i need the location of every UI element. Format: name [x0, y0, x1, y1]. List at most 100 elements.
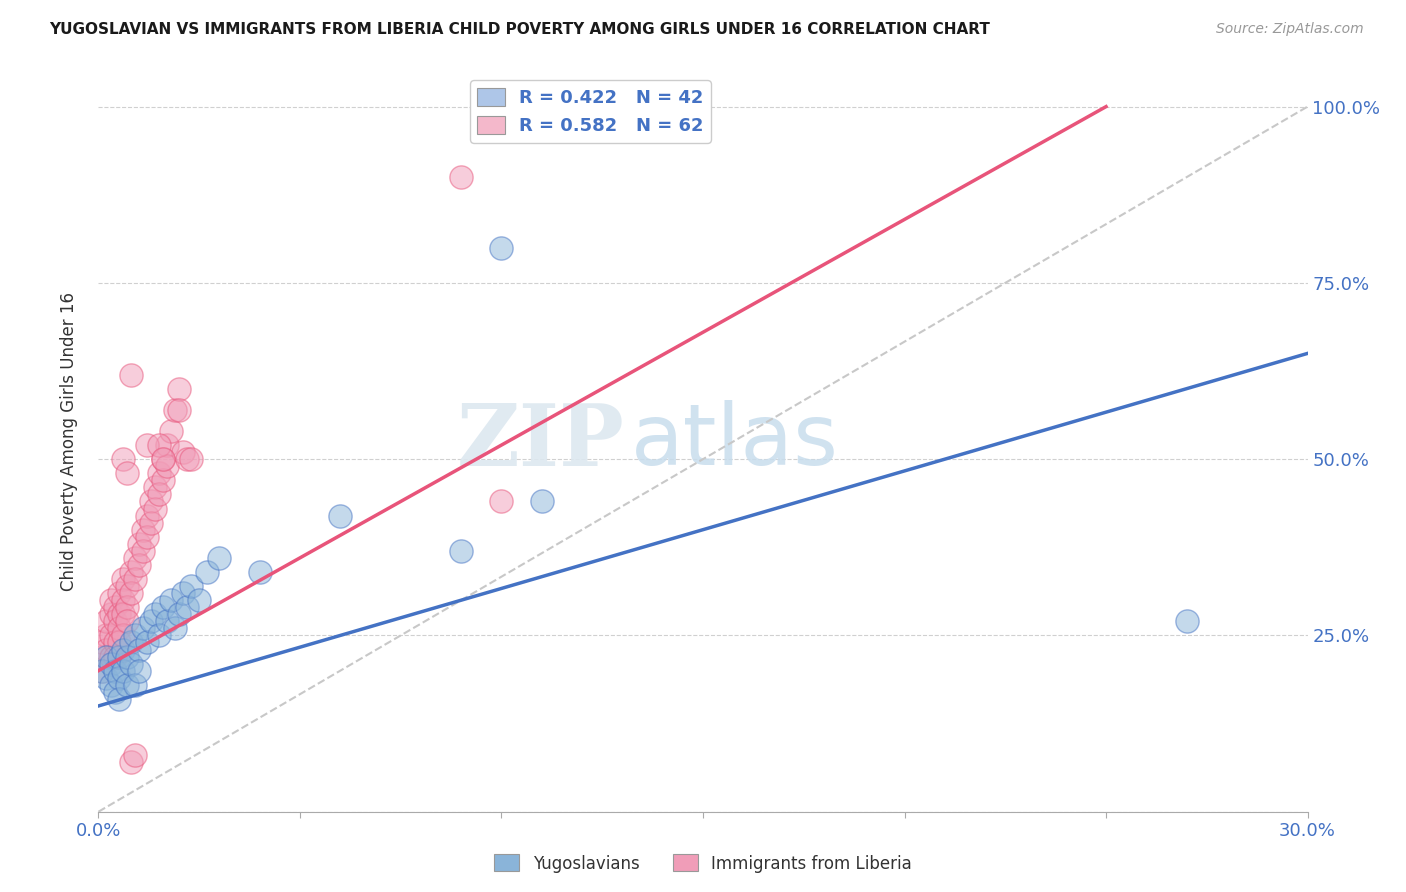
Point [148, 467, 170, 481]
Point [96, 671, 118, 685]
Point [128, 537, 150, 551]
Point [103, 685, 125, 699]
Point [139, 615, 162, 629]
Point [148, 487, 170, 501]
Point [103, 664, 125, 678]
Point [107, 621, 129, 635]
Point [491, 241, 513, 255]
Point [111, 642, 134, 657]
Point [124, 572, 146, 586]
Point [172, 586, 194, 600]
Point [100, 649, 122, 664]
Point [135, 508, 157, 523]
Point [180, 452, 202, 467]
Text: YUGOSLAVIAN VS IMMIGRANTS FROM LIBERIA CHILD POVERTY AMONG GIRLS UNDER 16 CORREL: YUGOSLAVIAN VS IMMIGRANTS FROM LIBERIA C… [49, 22, 990, 37]
Point [530, 494, 553, 508]
Point [163, 621, 186, 635]
Text: atlas: atlas [630, 400, 838, 483]
Point [195, 565, 218, 579]
Point [115, 649, 138, 664]
Point [115, 579, 138, 593]
Point [135, 635, 157, 649]
Point [152, 452, 174, 467]
Point [148, 628, 170, 642]
Point [111, 628, 134, 642]
Point [100, 593, 122, 607]
Point [100, 678, 122, 692]
Point [172, 445, 194, 459]
Point [96, 615, 118, 629]
Point [107, 635, 129, 649]
Point [491, 494, 513, 508]
Point [120, 565, 142, 579]
Point [450, 544, 472, 558]
Text: ZIP: ZIP [457, 400, 624, 483]
Point [103, 615, 125, 629]
Point [111, 607, 134, 622]
Point [107, 607, 129, 622]
Point [152, 452, 174, 467]
Point [167, 382, 190, 396]
Point [128, 664, 150, 678]
Point [139, 494, 162, 508]
Point [167, 607, 190, 622]
Point [152, 600, 174, 615]
Point [124, 678, 146, 692]
Point [249, 565, 271, 579]
Point [139, 516, 162, 530]
Point [156, 438, 179, 452]
Point [143, 480, 166, 494]
Legend: Yugoslavians, Immigrants from Liberia: Yugoslavians, Immigrants from Liberia [488, 847, 918, 880]
Point [96, 649, 118, 664]
Point [115, 600, 138, 615]
Point [163, 402, 186, 417]
Point [111, 452, 134, 467]
Point [107, 586, 129, 600]
Point [103, 600, 125, 615]
Point [107, 692, 129, 706]
Point [91, 664, 114, 678]
Point [115, 678, 138, 692]
Legend: R = 0.422   N = 42, R = 0.582   N = 62: R = 0.422 N = 42, R = 0.582 N = 62 [470, 80, 710, 143]
Point [176, 600, 198, 615]
Point [1175, 615, 1198, 629]
Point [329, 508, 352, 523]
Point [135, 438, 157, 452]
Text: Source: ZipAtlas.com: Source: ZipAtlas.com [1216, 22, 1364, 37]
Point [115, 615, 138, 629]
Point [91, 664, 114, 678]
Point [103, 649, 125, 664]
Point [120, 657, 142, 671]
Point [128, 558, 150, 572]
Point [132, 621, 155, 635]
Point [120, 586, 142, 600]
Point [176, 452, 198, 467]
Point [91, 635, 114, 649]
Point [128, 642, 150, 657]
Point [180, 579, 202, 593]
Point [103, 635, 125, 649]
Point [152, 473, 174, 487]
Point [124, 550, 146, 565]
Point [208, 550, 231, 565]
Point [188, 593, 211, 607]
Point [135, 530, 157, 544]
Point [111, 572, 134, 586]
Point [156, 615, 179, 629]
Point [96, 628, 118, 642]
Point [156, 459, 179, 474]
Point [143, 607, 166, 622]
Point [120, 635, 142, 649]
Point [115, 467, 138, 481]
Point [450, 170, 472, 185]
Point [132, 544, 155, 558]
Y-axis label: Child Poverty Among Girls Under 16: Child Poverty Among Girls Under 16 [59, 292, 77, 591]
Point [160, 424, 183, 438]
Point [91, 649, 114, 664]
Point [120, 756, 142, 770]
Point [143, 501, 166, 516]
Point [160, 593, 183, 607]
Point [132, 523, 155, 537]
Point [96, 642, 118, 657]
Point [120, 368, 142, 382]
